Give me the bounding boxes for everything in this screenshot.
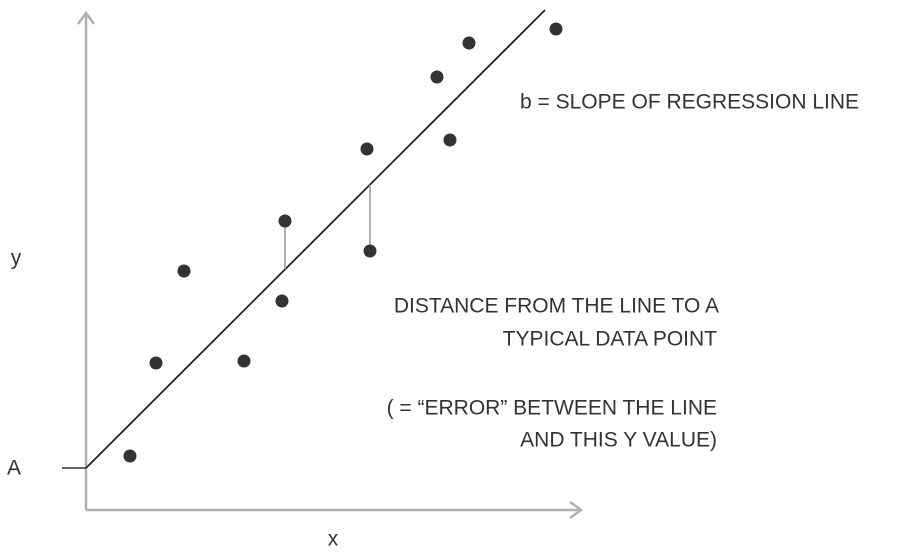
point xyxy=(462,36,476,50)
point xyxy=(430,70,444,84)
point xyxy=(363,244,377,258)
point xyxy=(443,133,457,147)
slope-annotation: b = SLOPE OF REGRESSION LINE xyxy=(520,91,859,114)
point xyxy=(275,294,289,308)
distance-annotation: TYPICAL DATA POINT xyxy=(503,328,717,351)
point xyxy=(360,142,374,156)
y-axis-arrow xyxy=(76,10,96,25)
point xyxy=(149,356,163,370)
error-annotation: ( = “ERROR” BETWEEN THE LINE xyxy=(387,397,717,420)
point xyxy=(177,264,191,278)
point xyxy=(237,354,251,368)
error-annotation: AND THIS Y VALUE) xyxy=(520,429,717,452)
regression-line xyxy=(85,9,546,469)
point xyxy=(549,22,563,36)
point xyxy=(123,449,137,463)
y-label: y xyxy=(11,247,22,270)
x-label: x xyxy=(328,528,339,551)
point xyxy=(278,214,292,228)
data-points xyxy=(123,22,563,463)
distance-annotation: DISTANCE FROM THE LINE TO A xyxy=(394,295,719,318)
intercept-label: A xyxy=(7,457,21,480)
x-axis-arrow xyxy=(569,500,584,520)
